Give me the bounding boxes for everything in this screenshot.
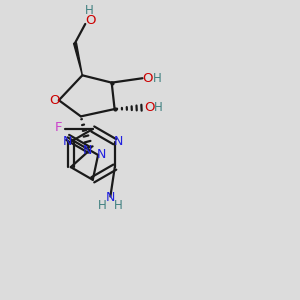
Text: H: H [98,200,106,212]
Text: H: H [153,72,161,85]
Text: O: O [49,94,60,107]
Text: N: N [106,191,115,204]
Text: H: H [154,101,163,114]
Text: H: H [85,4,94,17]
Text: N: N [82,144,92,157]
Text: N: N [97,148,106,161]
Text: H: H [114,200,123,212]
Text: O: O [85,14,96,27]
Text: N: N [114,135,123,148]
Text: O: O [144,101,154,114]
Text: F: F [55,121,62,134]
Polygon shape [74,43,82,75]
Text: O: O [142,72,153,85]
Text: N: N [63,135,72,148]
